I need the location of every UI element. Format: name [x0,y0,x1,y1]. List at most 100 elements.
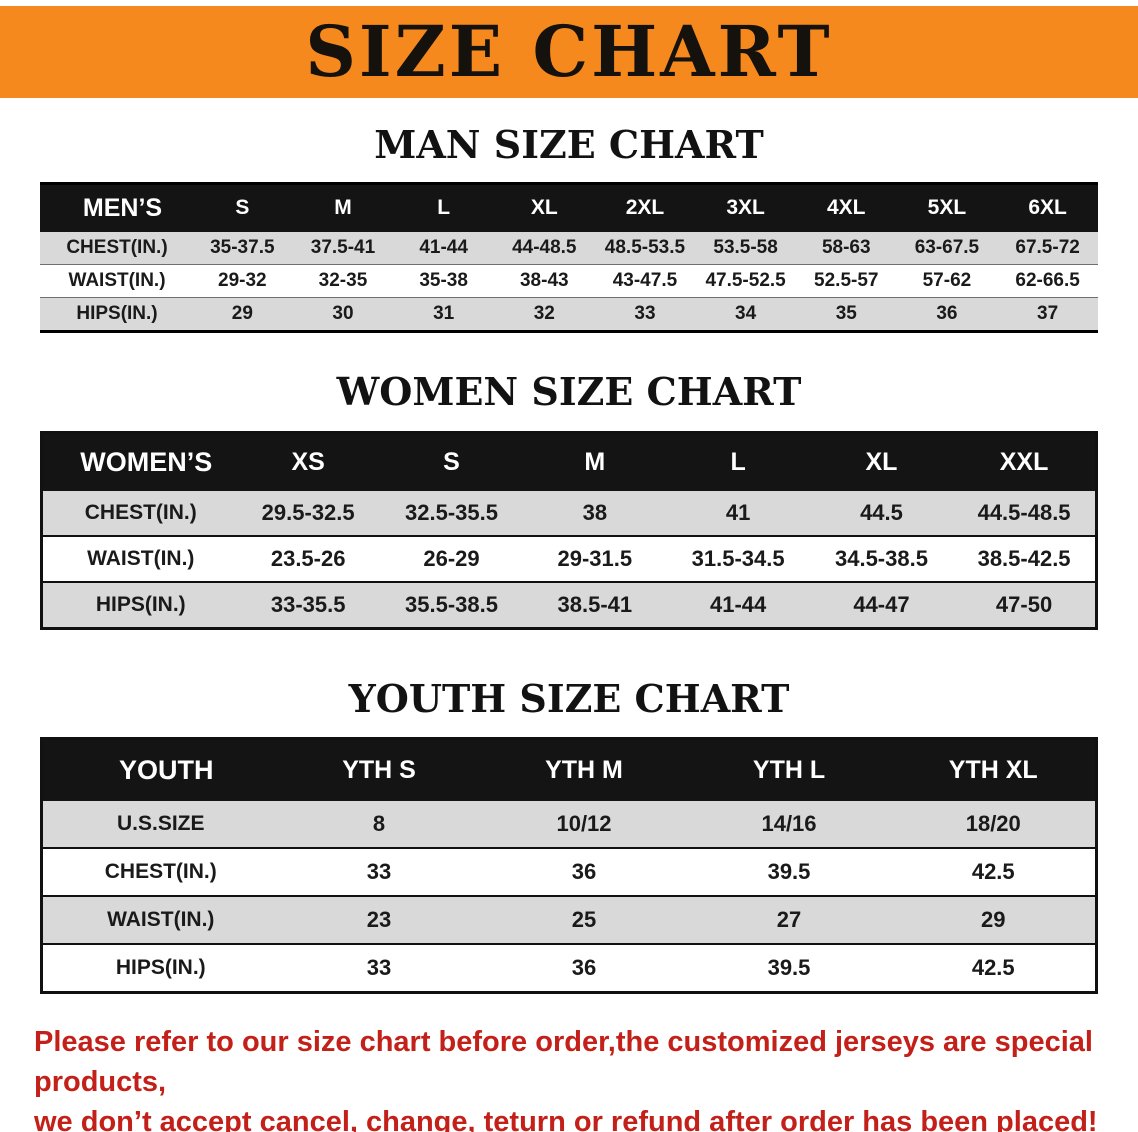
value-cell: 47-50 [995,591,1053,617]
table-title-cell: MEN’S [82,193,163,222]
value-cell: 36 [936,302,958,324]
table-header-row: YOUTH YTH S YTH M YTH L YTH XL [41,738,1097,802]
table-row: WAIST(IN.) 29-32 32-35 35-38 38-43 43-47.5 47.… [40,264,1098,298]
value-cell: 53.5-58 [713,236,778,258]
value-cell: 33 [634,302,656,324]
value-cell: 33 [366,859,392,885]
table-row: HIPS(IN.) 33 36 39.5 42.5 [41,944,1097,993]
disclaimer: Please refer to our size chart before or… [34,1022,1104,1132]
value-cell: 14/16 [761,811,817,837]
size-header-cell: S [443,447,460,476]
value-cell: 37 [1037,302,1059,324]
value-cell: 47.5-52.5 [705,269,786,291]
table-header-row: WOMEN’S XS S M L XL XXL [41,432,1097,491]
section-women-sizes: WOMEN SIZE CHART WOMEN’S XS S M L XL XXL CHEST(… [0,368,1138,630]
value-cell: 29-31.5 [557,545,633,571]
value-cell: 38.5-42.5 [977,545,1071,571]
row-label-cell: CHEST(IN.) [84,500,197,524]
value-cell: 37.5-41 [310,236,376,258]
size-header-cell: YTH L [752,756,826,785]
value-cell: 36 [571,955,597,981]
value-cell: 35-37.5 [210,236,275,258]
value-cell: 62-66.5 [1015,269,1080,291]
value-cell: 39.5 [767,859,811,885]
value-cell: 23 [366,907,392,933]
value-cell: 44-48.5 [512,236,577,258]
value-cell: 26-29 [423,545,480,571]
row-label-cell: CHEST(IN.) [66,236,168,258]
row-label-cell: WAIST(IN.) [107,908,215,932]
size-header-cell: 5XL [927,196,967,220]
value-cell: 44-47 [853,591,910,617]
value-cell: 10/12 [556,811,612,837]
table-header-row: MEN’S S M L XL 2XL 3XL 4XL 5XL 6XL [40,183,1098,232]
table-row: HIPS(IN.) 33-35.5 35.5-38.5 38.5-41 41-44 44-… [41,581,1097,629]
value-cell: 31 [433,302,455,324]
value-cell: 34 [735,302,757,324]
disclaimer-line-1: Please refer to our size chart before or… [34,1026,1093,1099]
men-section-heading: MAN SIZE CHART [374,122,764,167]
value-cell: 27 [776,907,802,933]
value-cell: 34.5-38.5 [834,545,928,571]
size-header-cell: YTH XL [948,756,1038,785]
table-row: CHEST(IN.) 33 36 39.5 42.5 [41,848,1097,897]
size-header-cell: XS [291,447,325,476]
table-row: CHEST(IN.) 35-37.5 37.5-41 41-44 44-48.5 48.5… [40,231,1098,265]
section-men-sizes: MAN SIZE CHART MEN’S S M L XL 2XL 3XL 4XL 5XL 6XL… [0,124,1138,333]
value-cell: 33-35.5 [270,591,346,617]
value-cell: 29 [981,907,1006,933]
size-header-cell: YTH M [545,756,623,785]
value-cell: 44.5 [860,499,903,525]
value-cell: 41-44 [419,236,468,258]
table-row: WAIST(IN.) 23 25 27 29 [41,896,1097,945]
value-cell: 41-44 [710,591,767,617]
banner: SIZE CHART [0,6,1138,98]
value-cell: 57-62 [922,269,972,291]
value-cell: 35-38 [419,269,468,291]
row-label-cell: CHEST(IN.) [104,860,217,884]
men-size-table: MEN’S S M L XL 2XL 3XL 4XL 5XL 6XL CHEST(IN.) 35-37… [40,181,1098,333]
table-row: WAIST(IN.) 23.5-26 26-29 29-31.5 31.5-34.5 34… [41,535,1097,582]
row-label-cell: HIPS(IN.) [115,956,206,980]
size-header-cell: XL [530,196,558,220]
size-header-cell: XXL [999,447,1049,476]
size-header-cell: 4XL [827,196,866,220]
youth-section-heading: YOUTH SIZE CHART [348,675,790,721]
value-cell: 52.5-57 [814,269,879,291]
value-cell: 42.5 [971,955,1015,981]
row-label-cell: WAIST(IN.) [68,269,166,291]
table-title-cell: YOUTH [119,755,214,786]
size-header-cell: 6XL [1028,196,1067,220]
table-row: CHEST(IN.) 29.5-32.5 32.5-35.5 38 41 44.5 44.5… [41,490,1097,536]
row-label-cell: WAIST(IN.) [87,546,195,570]
size-header-cell: M [334,196,352,220]
value-cell: 18/20 [965,811,1021,837]
value-cell: 42.5 [971,859,1015,885]
size-header-cell: L [437,196,451,220]
women-size-table: WOMEN’S XS S M L XL XXL CHEST(IN.) 29.5-32.5 32.5… [40,430,1098,630]
section-youth-sizes: YOUTH SIZE CHART YOUTH YTH S YTH M YTH L YTH… [0,675,1138,995]
size-header-cell: M [584,447,606,476]
value-cell: 39.5 [767,955,811,981]
value-cell: 67.5-72 [1015,236,1080,258]
value-cell: 38 [582,499,608,525]
table-title-cell: WOMEN’S [80,446,213,477]
value-cell: 23.5-26 [270,545,346,571]
row-label-cell: HIPS(IN.) [95,592,186,616]
size-header-cell: 3XL [726,196,765,220]
value-cell: 48.5-53.5 [604,236,686,258]
value-cell: 30 [332,302,354,324]
women-section-heading: WOMEN SIZE CHART [336,368,802,414]
value-cell: 32.5-35.5 [405,499,498,525]
size-header-cell: YTH S [342,756,416,785]
value-cell: 31.5-34.5 [691,545,785,571]
value-cell: 33 [366,955,392,981]
size-header-cell: S [235,196,250,220]
value-cell: 25 [571,907,597,933]
value-cell: 32 [533,302,555,324]
value-cell: 35 [835,302,857,324]
value-cell: 36 [571,859,597,885]
value-cell: 41 [725,499,751,525]
value-cell: 44.5-48.5 [977,499,1071,525]
